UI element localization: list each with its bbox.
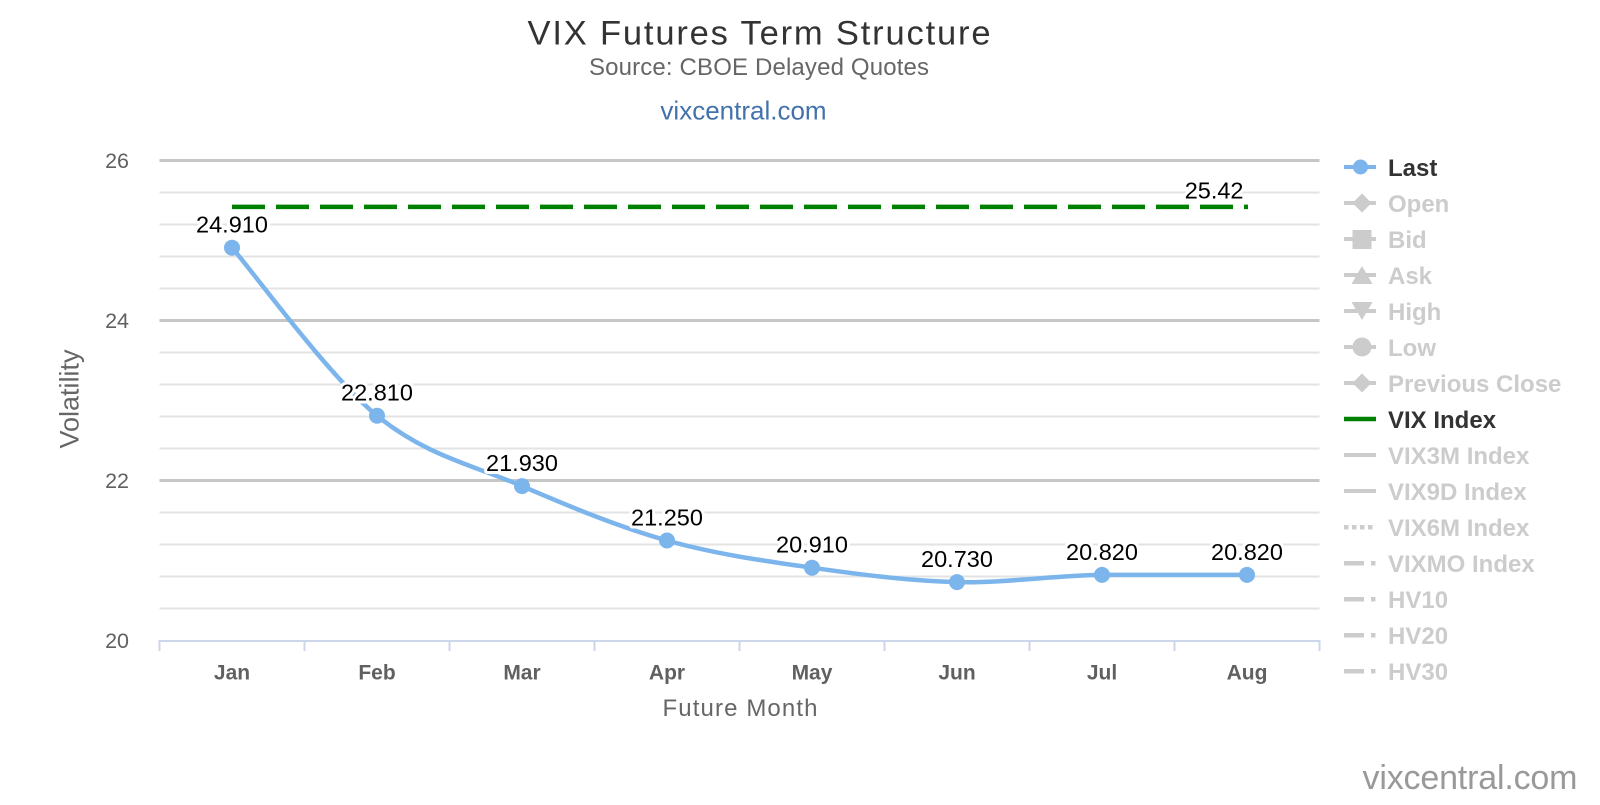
svg-text:20.910: 20.910	[776, 532, 848, 558]
svg-text:20.820: 20.820	[1066, 539, 1138, 565]
svg-text:Mar: Mar	[503, 662, 540, 685]
svg-text:High: High	[1388, 299, 1441, 326]
svg-text:HV10: HV10	[1388, 587, 1448, 614]
svg-text:VIXMO Index: VIXMO Index	[1388, 551, 1535, 578]
svg-text:Previous Close: Previous Close	[1388, 371, 1561, 398]
svg-text:24: 24	[105, 309, 129, 333]
svg-text:VIX3M Index: VIX3M Index	[1388, 443, 1530, 470]
svg-text:Future Month: Future Month	[663, 695, 818, 722]
svg-text:Low: Low	[1388, 335, 1436, 362]
svg-text:May: May	[792, 662, 833, 685]
svg-text:VIX Futures Term Structure: VIX Futures Term Structure	[528, 15, 991, 53]
svg-text:VIX9D Index: VIX9D Index	[1388, 479, 1527, 506]
svg-text:Volatility: Volatility	[55, 349, 85, 449]
svg-text:22: 22	[105, 469, 129, 493]
svg-text:vixcentral.com: vixcentral.com	[660, 96, 826, 126]
svg-text:22.810: 22.810	[341, 380, 413, 406]
svg-text:Jan: Jan	[214, 662, 250, 685]
svg-text:Last: Last	[1388, 155, 1437, 182]
svg-text:HV20: HV20	[1388, 623, 1448, 650]
svg-text:20.820: 20.820	[1211, 539, 1283, 565]
svg-text:Feb: Feb	[358, 662, 395, 685]
svg-text:vixcentral.com: vixcentral.com	[1363, 759, 1578, 797]
svg-text:21.930: 21.930	[486, 450, 558, 476]
svg-text:Aug: Aug	[1227, 662, 1268, 685]
svg-text:20.730: 20.730	[921, 546, 993, 572]
svg-text:Source: CBOE Delayed Quotes: Source: CBOE Delayed Quotes	[589, 54, 929, 81]
svg-text:21.250: 21.250	[631, 505, 703, 531]
svg-text:HV30: HV30	[1388, 659, 1448, 686]
svg-text:Ask: Ask	[1388, 263, 1433, 290]
svg-text:Bid: Bid	[1388, 227, 1427, 254]
svg-text:Jul: Jul	[1087, 662, 1117, 685]
svg-text:Open: Open	[1388, 191, 1449, 218]
svg-text:26: 26	[105, 149, 129, 173]
svg-text:25.42: 25.42	[1185, 177, 1244, 203]
svg-text:VIX6M Index: VIX6M Index	[1388, 515, 1530, 542]
svg-text:20: 20	[105, 629, 129, 653]
svg-text:Apr: Apr	[649, 662, 685, 685]
svg-text:Jun: Jun	[938, 662, 975, 685]
svg-text:24.910: 24.910	[196, 212, 268, 238]
svg-text:VIX Index: VIX Index	[1388, 407, 1497, 434]
